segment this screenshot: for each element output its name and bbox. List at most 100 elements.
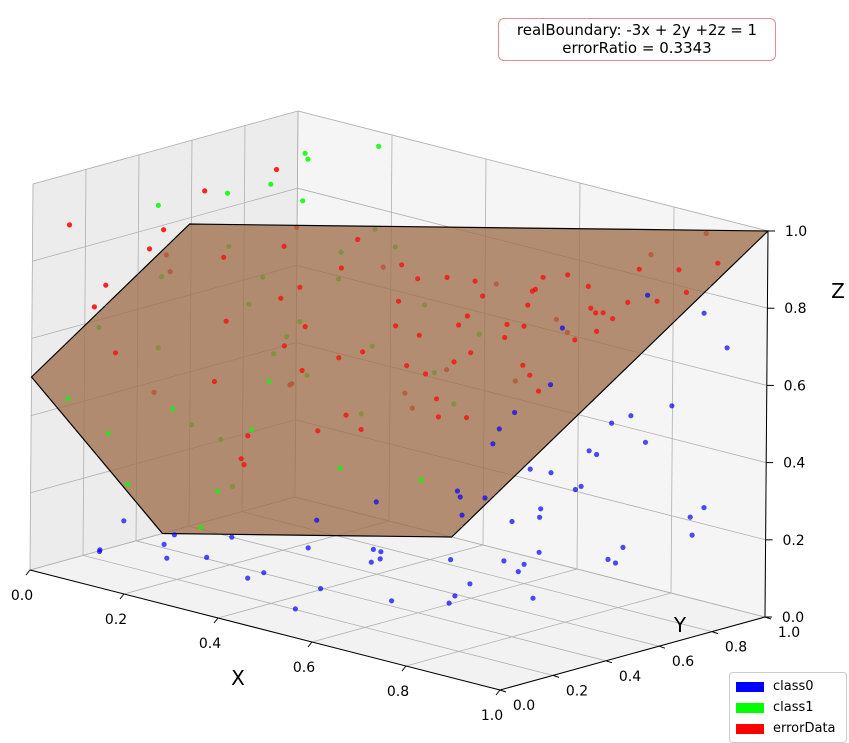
point-class1 [300, 198, 306, 204]
x-tick-label: 0.0 [11, 588, 33, 604]
x-tick-mark [307, 641, 313, 648]
point-class0 [245, 575, 251, 581]
z-tick-label: 0.2 [782, 533, 804, 549]
point-class0 [511, 409, 518, 416]
y-tick-label: 0.4 [619, 669, 641, 685]
x-axis-line [29, 569, 501, 691]
point-class0 [373, 499, 379, 505]
point-errordata [360, 349, 366, 355]
point-errordata [600, 310, 606, 316]
legend-item-class1: class1 [730, 697, 846, 718]
point-class0 [609, 420, 615, 426]
point-class0 [538, 506, 544, 512]
point-class1 [249, 427, 255, 433]
point-errordata [504, 321, 510, 327]
point-class0 [578, 483, 584, 489]
grid-line [135, 540, 607, 662]
point-class0 [446, 600, 452, 606]
point-class0 [701, 505, 707, 511]
point-errordata [464, 313, 470, 319]
y-tick-label: 0.8 [725, 640, 747, 656]
point-errordata [520, 362, 526, 368]
point-class1 [418, 477, 424, 483]
point-class0 [645, 292, 651, 298]
point-errordata [112, 350, 119, 356]
annotation-error-ratio: errorRatio = 0.3343 [562, 39, 712, 57]
point-class0 [454, 488, 460, 494]
x-tick-mark [213, 617, 219, 624]
point-class0 [378, 549, 384, 555]
point-errordata [625, 299, 631, 305]
point-errordata [223, 318, 229, 324]
point-errordata [451, 359, 457, 365]
point-class0 [496, 426, 502, 432]
legend-item-errordata: errorData [730, 718, 846, 739]
point-errordata [66, 222, 73, 228]
point-errordata [676, 267, 682, 273]
point-class1 [337, 465, 343, 471]
point-class0 [572, 486, 579, 493]
grid-line [405, 592, 672, 667]
y-tick-mark [764, 616, 772, 620]
point-errordata [299, 367, 305, 374]
point-errordata [683, 289, 690, 295]
point-errordata [297, 284, 303, 290]
point-class0 [509, 518, 515, 525]
x-tick-mark [495, 689, 501, 696]
point-errordata [588, 305, 594, 311]
point-class0 [605, 556, 611, 563]
point-class0 [318, 586, 324, 592]
point-class0 [620, 544, 626, 551]
point-class0 [612, 560, 619, 566]
z-tick-label: 0.6 [784, 378, 806, 394]
z-tick-label: 0.0 [782, 610, 804, 626]
point-class0 [559, 325, 566, 331]
point-errordata [336, 355, 342, 361]
y-tick-mark [552, 674, 560, 678]
point-class0 [292, 606, 298, 612]
point-class0 [536, 549, 542, 555]
point-errordata [472, 278, 478, 284]
point-errordata [395, 298, 402, 304]
point-class0 [161, 541, 167, 548]
y-tick-mark [658, 645, 666, 649]
point-errordata [463, 415, 470, 421]
point-class1 [125, 481, 131, 487]
y-tick-mark [499, 689, 507, 693]
z-tick-label: 1.0 [785, 224, 807, 240]
point-errordata [302, 324, 308, 330]
z-tick-label: 0.4 [783, 456, 805, 472]
point-errordata [404, 363, 410, 369]
point-errordata [281, 343, 287, 349]
legend-label-class0: class0 [773, 679, 814, 694]
point-class0 [377, 556, 383, 562]
point-errordata [572, 337, 578, 343]
y-axis-line [499, 616, 766, 691]
y-tick-mark [711, 631, 719, 635]
y-tick-label: 0.2 [566, 683, 588, 699]
point-errordata [521, 323, 527, 329]
point-errordata [468, 350, 474, 356]
point-class0 [305, 545, 311, 551]
point-errordata [338, 265, 344, 271]
point-class0 [642, 439, 649, 445]
point-errordata [415, 276, 421, 282]
grid-line [311, 568, 578, 643]
point-errordata [91, 304, 97, 310]
point-class0 [586, 448, 592, 454]
point-errordata [540, 274, 546, 280]
legend-swatch-errordata [736, 723, 764, 734]
point-errordata [502, 334, 508, 341]
point-class0 [521, 561, 527, 567]
point-errordata [416, 332, 422, 338]
x-tick-label: 0.8 [387, 684, 409, 700]
points-in-front-of-plane [65, 236, 730, 612]
grid-line [82, 555, 554, 676]
point-class0 [457, 494, 463, 500]
point-class0 [121, 518, 127, 524]
point-class0 [452, 593, 458, 599]
point-errordata [480, 293, 486, 299]
point-class0 [370, 546, 376, 553]
boundary-annotation: realBoundary: -3x + 2y +2z = 1 errorRati… [498, 18, 776, 61]
point-class0 [548, 470, 554, 476]
